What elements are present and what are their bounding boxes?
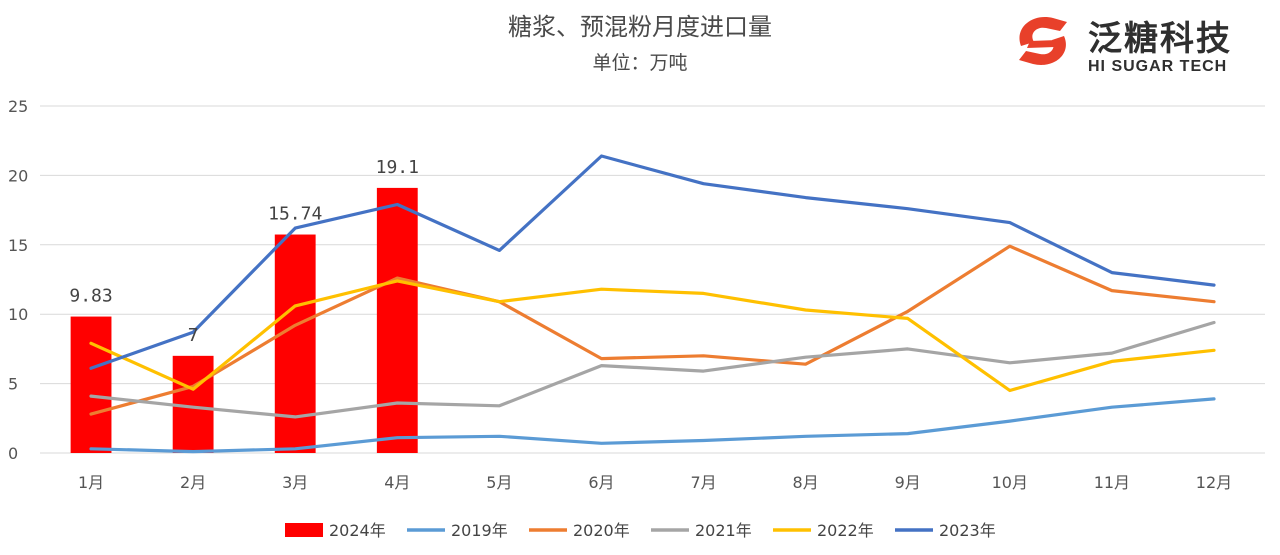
x-tick-label: 9月 [895, 473, 921, 492]
y-tick-label: 25 [8, 97, 28, 116]
y-tick-label: 10 [8, 305, 28, 324]
y-tick-label: 15 [8, 236, 28, 255]
series-line [89, 244, 1216, 416]
y-tick-label: 20 [8, 166, 28, 185]
series-line [89, 320, 1216, 419]
logo: 泛糖科技 HI SUGAR TECH [1019, 17, 1232, 75]
x-tick-label: 2月 [180, 473, 206, 492]
legend: 2024年 2019年 2020年 2021年 2022年 2023年 [285, 521, 996, 540]
legend-label: 2019年 [451, 521, 508, 540]
x-tick-label: 7月 [690, 473, 716, 492]
grid [40, 105, 1265, 454]
data-labels: 9.83 7 15.74 19.1 [69, 157, 419, 346]
x-axis: 1月 2月 3月 4月 5月 6月 7月 8月 9月 10月 11月 12月 [78, 473, 1232, 492]
bar [274, 234, 316, 453]
bar-data-label: 7 [188, 325, 199, 346]
y-axis: 0 5 10 15 20 25 [8, 97, 28, 463]
logo-mark-icon [1019, 17, 1067, 65]
legend-label: 2024年 [329, 521, 386, 540]
y-tick-label: 5 [8, 375, 18, 394]
x-tick-label: 6月 [588, 473, 614, 492]
x-tick-label: 10月 [992, 473, 1028, 492]
x-tick-label: 12月 [1196, 473, 1232, 492]
chart-subtitle: 单位：万吨 [592, 52, 687, 74]
series-line [89, 279, 1216, 393]
line-series [89, 154, 1216, 454]
y-tick-label: 0 [8, 444, 18, 463]
x-tick-label: 3月 [282, 473, 308, 492]
bar [376, 187, 418, 453]
series-line [89, 397, 1216, 454]
bar-data-label: 9.83 [69, 286, 112, 307]
logo-name-en: HI SUGAR TECH [1088, 58, 1227, 75]
legend-label: 2021年 [695, 521, 752, 540]
bar [70, 316, 112, 453]
legend-swatch [285, 523, 323, 537]
bar-data-label: 15.74 [268, 204, 322, 225]
logo-name-cn: 泛糖科技 [1088, 19, 1232, 59]
x-tick-label: 5月 [486, 473, 512, 492]
x-tick-label: 1月 [78, 473, 104, 492]
legend-label: 2020年 [573, 521, 630, 540]
bar-data-label: 19.1 [376, 157, 419, 178]
series-line [89, 154, 1216, 370]
x-tick-label: 8月 [793, 473, 819, 492]
chart-title: 糖浆、预混粉月度进口量 [508, 13, 772, 41]
x-tick-label: 4月 [384, 473, 410, 492]
legend-label: 2022年 [817, 521, 874, 540]
legend-label: 2023年 [939, 521, 996, 540]
x-tick-label: 11月 [1094, 473, 1130, 492]
